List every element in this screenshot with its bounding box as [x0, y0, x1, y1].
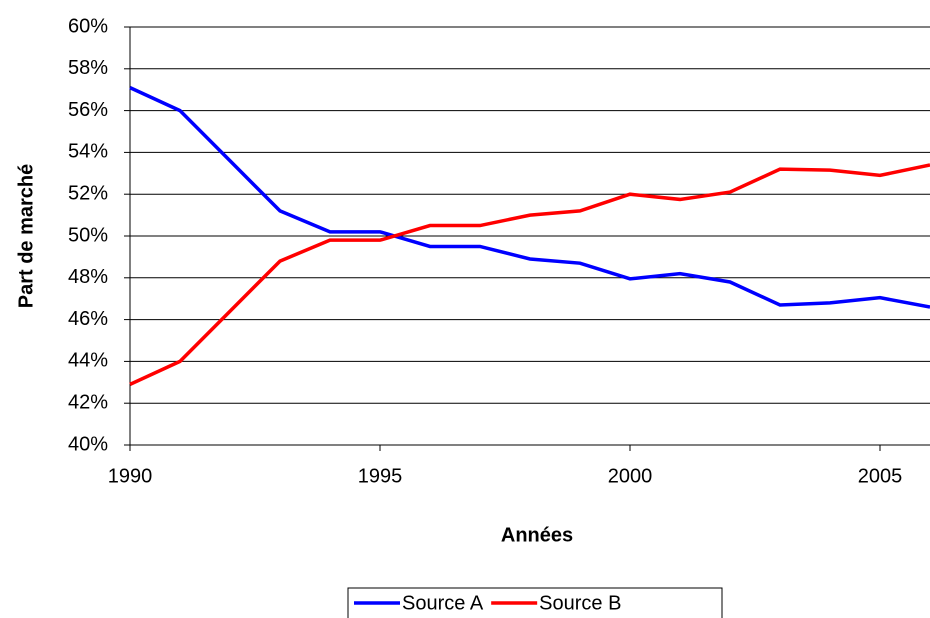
- y-tick-label: 58%: [68, 57, 108, 79]
- y-tick-label: 50%: [68, 224, 108, 246]
- series-line: [129, 163, 930, 386]
- x-tick-label: 2000: [608, 465, 653, 487]
- y-tick-label: 56%: [68, 99, 108, 121]
- y-tick-label: 44%: [68, 350, 108, 372]
- y-tick-label: 60%: [68, 15, 108, 37]
- y-tick-label: 52%: [68, 182, 108, 204]
- y-tick-label: 46%: [68, 308, 108, 330]
- x-tick-label: 2005: [858, 465, 903, 487]
- y-tick-label: 42%: [68, 391, 108, 413]
- legend-label: Source B: [539, 592, 621, 614]
- y-tick-label: 40%: [68, 433, 108, 455]
- x-tick-label: 1995: [358, 465, 403, 487]
- y-tick-label: 54%: [68, 141, 108, 163]
- legend-label: Source A: [402, 592, 484, 614]
- series-line: [129, 86, 930, 309]
- y-tick-label: 48%: [68, 266, 108, 288]
- y-axis-title: Part de marché: [15, 164, 37, 309]
- x-tick-label: 1990: [108, 465, 153, 487]
- x-axis-title: Années: [501, 524, 573, 546]
